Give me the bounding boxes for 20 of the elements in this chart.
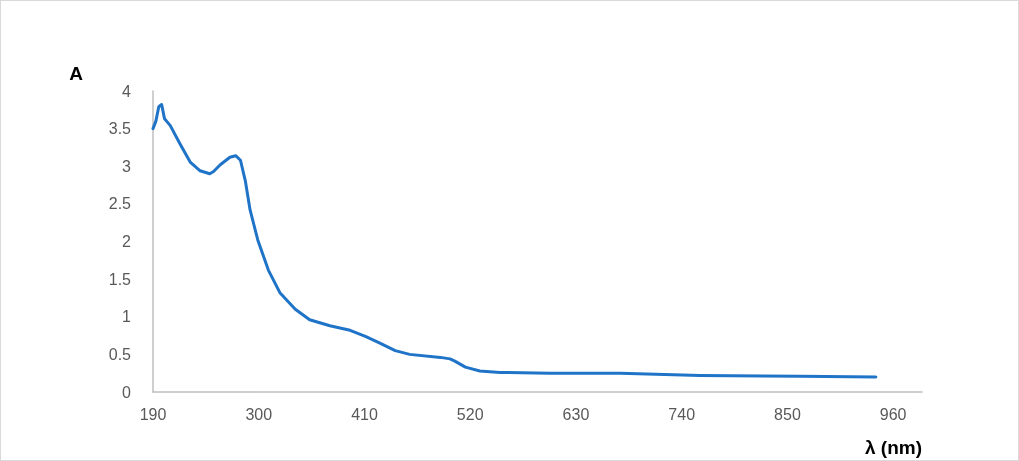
- x-tick-label: 520: [456, 405, 484, 423]
- x-tick-label: 740: [668, 405, 696, 423]
- line-series: [151, 103, 878, 379]
- y-axis-title: A: [69, 63, 84, 84]
- x-tick-label: 630: [562, 405, 590, 423]
- y-tick-label: 1.5: [108, 270, 132, 288]
- y-tick-label: 0.5: [108, 345, 132, 363]
- x-tick-label: 410: [351, 405, 378, 423]
- y-tick-label: 4: [122, 82, 132, 100]
- x-tick-label: 190: [139, 405, 167, 423]
- x-tick-label: 300: [245, 405, 273, 423]
- y-tick-label: 3.5: [108, 120, 132, 138]
- y-tick-label: 2: [122, 233, 132, 250]
- y-tick-label: 3: [122, 157, 132, 175]
- x-axis-title: λ (nm): [865, 437, 922, 458]
- y-tick-label: 0: [122, 383, 132, 401]
- y-tick-label: 1: [122, 308, 132, 326]
- x-tick-label: 960: [879, 405, 907, 423]
- y-tick-label: 2.5: [108, 195, 132, 213]
- x-tick-label: 850: [774, 405, 801, 423]
